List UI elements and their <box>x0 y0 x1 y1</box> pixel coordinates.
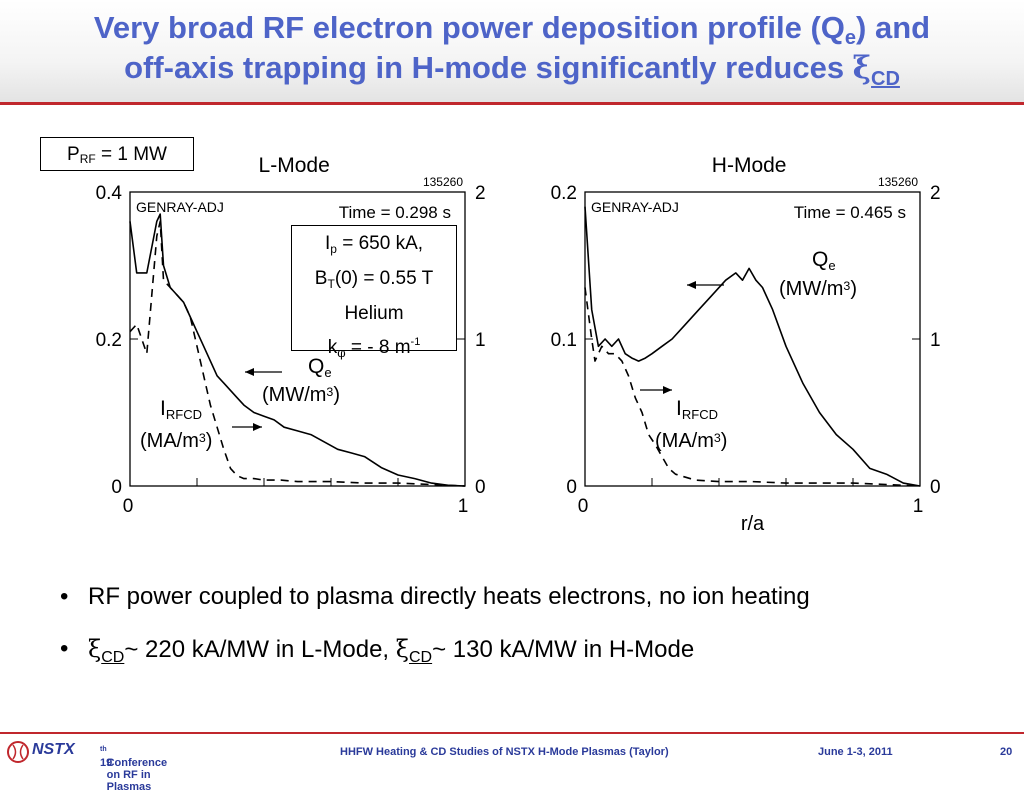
bullet-1: • RF power coupled to plasma directly hea… <box>60 580 810 632</box>
bullet-cd-2: CD <box>409 649 433 666</box>
xi-symbol: ξ <box>852 50 872 86</box>
chart2-qe-line <box>584 206 921 487</box>
chart1-qe-label: Qe <box>308 355 332 380</box>
chart2-irfcd-label: IRFCD <box>676 397 718 422</box>
k-label: k <box>327 337 338 358</box>
chart2-code-label: GENRAY-ADJ <box>591 199 679 215</box>
bullet-list: • RF power coupled to plasma directly hea… <box>60 580 810 684</box>
footer-rule <box>0 732 1024 734</box>
bullet-2-text-b: ~ 130 kA/MW in H-Mode <box>432 636 695 663</box>
ip-label: I <box>324 233 331 254</box>
header-rule <box>0 102 1024 105</box>
chart2-irfcd-arrow-head <box>663 386 672 394</box>
conf-sup: th <box>100 746 107 753</box>
chart1-irfcd-line <box>129 220 466 487</box>
chart1-code-label: GENRAY-ADJ <box>136 199 224 215</box>
k-sub: φ <box>337 346 346 360</box>
conf-name: Conference on RF in Plasmas <box>106 757 168 793</box>
title-text-b: ) and <box>856 10 931 45</box>
footer-talk-title: HHFW Heating & CD Studies of NSTX H-Mode… <box>340 746 669 758</box>
chart1-y-left-tick-label: 0.2 <box>96 330 122 351</box>
title-text-c: off-axis trapping in H-mode significantl… <box>124 50 853 85</box>
footer-conference: 19 th Conference on RF in Plasmas <box>100 746 167 793</box>
chart2-y-right-tick-label: 2 <box>930 183 941 204</box>
title-sub-e: e <box>844 27 857 49</box>
chart1-y-right-tick-label: 1 <box>475 330 486 351</box>
slide-title-line2: off-axis trapping in H-mode significantl… <box>0 48 1024 99</box>
chart1-qe-unit: (MW/m3) <box>262 384 340 406</box>
chart2-y-right-tick-label: 0 <box>930 477 941 498</box>
bullet-xi-2: ξ <box>395 635 409 663</box>
bullet-dot: • <box>60 583 69 610</box>
prf-rest: = 1 MW <box>95 144 167 165</box>
slide-title-line1: Very broad RF electron power deposition … <box>0 8 1024 58</box>
bullet-dot: • <box>60 635 69 662</box>
bt-label: B <box>314 268 328 289</box>
bullet-cd-1: CD <box>101 649 125 666</box>
chart1-irfcd-unit: (MA/m3) <box>140 430 212 452</box>
chart2-shot-number: 135260 <box>878 175 918 189</box>
page-number: 20 <box>1000 746 1013 758</box>
param-bt: BT(0) = 0.55 T <box>292 264 456 299</box>
rf-power-box: PRF = 1 MW <box>40 137 194 171</box>
prf-sub: RF <box>79 152 96 166</box>
chart2-irfcd-unit: (MA/m3) <box>655 430 727 452</box>
nstx-logo-icon <box>7 741 29 763</box>
k-value: = - 8 m <box>345 337 411 358</box>
chart1-x-tick-label: 0 <box>123 496 134 517</box>
chart2-y-right-tick-label: 1 <box>930 330 941 351</box>
chart1-x-tick-label: 1 <box>458 496 469 517</box>
chart2-qe-label: Qe <box>812 248 836 273</box>
bullet-1-text: RF power coupled to plasma directly heat… <box>88 583 810 610</box>
slide-footer: NSTX 19 th Conference on RF in Plasmas HH… <box>0 735 1024 793</box>
ip-sub: p <box>330 242 337 256</box>
chart2-irfcd-line <box>584 287 921 487</box>
param-ip: Ip = 650 kA, <box>292 229 456 264</box>
bt-sub: T <box>327 277 335 291</box>
chart2-x-tick-label: 1 <box>913 496 924 517</box>
bullet-xi-1: ξ <box>88 635 102 663</box>
conf-num: 19 <box>100 757 113 769</box>
title-text-a: Very broad RF electron power deposition … <box>93 10 845 45</box>
chart2-title: H-Mode <box>712 154 787 177</box>
param-k: kφ = - 8 m-1 <box>292 328 456 368</box>
bullet-2-text-a: ~ 220 kA/MW in L-Mode, <box>124 636 396 663</box>
chart2-qe-unit: (MW/m3) <box>779 278 857 300</box>
xi-cd-sub: CD <box>871 68 900 90</box>
chart1-title: L-Mode <box>259 154 330 177</box>
chart1-qe-arrow-head <box>245 368 254 376</box>
chart2-y-left-tick-label: 0.1 <box>551 330 577 351</box>
chart1-irfcd-label: IRFCD <box>160 397 202 422</box>
chart1-y-left-tick-label: 0 <box>111 477 122 498</box>
plasma-params-box: Ip = 650 kA, BT(0) = 0.55 T Helium kφ = … <box>291 225 457 360</box>
prf-p: P <box>67 144 80 165</box>
chart2-y-left-tick-label: 0 <box>566 477 577 498</box>
chart1-y-right-tick-label: 0 <box>475 477 486 498</box>
chart1-qe-line <box>129 213 466 487</box>
footer-date: June 1-3, 2011 <box>818 746 893 758</box>
bt-value: (0) = 0.55 T <box>334 268 434 289</box>
param-gas: Helium <box>344 303 404 324</box>
chart1-y-right-tick-label: 2 <box>475 183 486 204</box>
footer-logo-text: NSTX <box>32 741 75 758</box>
ip-value: = 650 kA, <box>336 233 424 254</box>
chart2-x-tick-label: 0 <box>578 496 589 517</box>
chart2-y-left-tick-label: 0.2 <box>551 183 577 204</box>
k-sup: -1 <box>410 336 421 348</box>
slide-header <box>0 0 1024 103</box>
chart2-frame <box>584 191 921 487</box>
chart1-irfcd-arrow-head <box>253 423 262 431</box>
chart1-shot-number: 135260 <box>423 175 463 189</box>
chart2-x-axis-label: r/a <box>741 513 765 535</box>
chart2-time-label: Time = 0.465 s <box>794 203 906 222</box>
chart1-y-left-tick-label: 0.4 <box>96 183 123 204</box>
chart2-qe-arrow-head <box>687 281 696 289</box>
bullet-2: • ξCD~ 220 kA/MW in L-Mode, ξCD~ 130 kA/M… <box>60 632 810 684</box>
chart1-time-label: Time = 0.298 s <box>339 203 451 222</box>
